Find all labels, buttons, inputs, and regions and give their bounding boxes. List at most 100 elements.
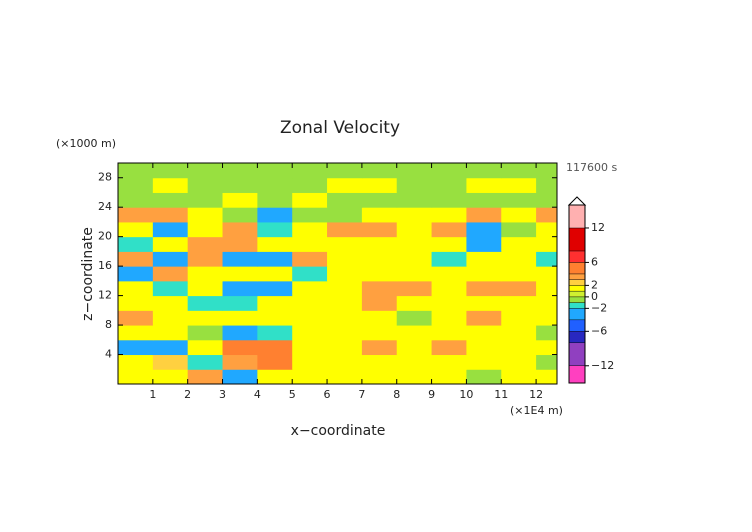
field-cell: [501, 177, 537, 193]
field-cell: [536, 251, 557, 267]
field-cell: [152, 192, 189, 208]
field-cell: [222, 339, 258, 356]
colorbar-tick-label: 2: [591, 278, 598, 291]
field-cell: [327, 207, 363, 223]
field-cell: [187, 207, 224, 223]
field-cell: [292, 339, 328, 356]
field-cell: [257, 207, 293, 223]
field-cell: [222, 221, 258, 238]
field-cell: [536, 163, 557, 179]
field-cell: [222, 236, 258, 252]
field-cell: [222, 295, 258, 311]
field-cell: [222, 207, 258, 223]
chart-title: Zonal Velocity: [280, 118, 400, 138]
y-tick-label: 28: [98, 171, 112, 184]
field-cell: [187, 221, 224, 238]
x-tick-label: 11: [494, 388, 508, 401]
colorbar-tick-label: 12: [591, 221, 605, 234]
x-tick-label: 8: [393, 388, 400, 401]
field-cell: [536, 221, 557, 238]
field-cell: [536, 236, 557, 252]
field-cell: [257, 295, 293, 311]
field-cell: [292, 266, 328, 282]
field-cell: [292, 369, 328, 384]
y-tick-label: 4: [105, 348, 112, 361]
field-cell: [327, 221, 363, 238]
colorbar-tick-label: 6: [591, 255, 598, 268]
field-cell: [118, 251, 154, 267]
field-cell: [466, 207, 502, 223]
field-cell: [257, 221, 293, 238]
field-cell: [501, 369, 537, 384]
field-cell: [431, 369, 467, 384]
field-cell: [292, 192, 328, 208]
field-cell: [187, 310, 224, 326]
colorbar-band: [568, 273, 586, 280]
field-cell: [257, 236, 293, 252]
field-cell: [257, 325, 293, 341]
y-unit: (×1000 m): [56, 137, 116, 150]
field-cell: [257, 163, 293, 179]
x-tick-label: 6: [324, 388, 331, 401]
field-cell: [118, 221, 154, 238]
field-cell: [292, 251, 328, 267]
field-cell: [501, 236, 537, 252]
field-cell: [292, 163, 328, 179]
field-cell: [536, 325, 557, 341]
field-cell: [257, 339, 293, 356]
field-cell: [396, 251, 433, 267]
colorbar-band: [568, 250, 586, 263]
field-cell: [501, 251, 537, 267]
colorbar-tick-label: −2: [591, 301, 607, 314]
field-cell: [222, 192, 258, 208]
x-tick-label: 2: [184, 388, 191, 401]
field-cell: [118, 266, 154, 282]
field-cell: [152, 207, 189, 223]
colorbar-tick-label: −12: [591, 359, 614, 372]
field-cell: [396, 325, 433, 341]
field-cell: [222, 325, 258, 341]
field-cell: [257, 310, 293, 326]
field-cell: [118, 339, 154, 356]
x-unit: (×1E4 m): [510, 404, 563, 417]
field-cell: [187, 236, 224, 252]
colorbar-band: [568, 302, 586, 309]
field-cell: [396, 280, 433, 297]
y-tick-label: 20: [98, 230, 112, 243]
field-cell: [361, 354, 398, 370]
field-cell: [118, 354, 154, 370]
field-cell: [222, 354, 258, 370]
field-cell: [257, 280, 293, 297]
field-cell: [396, 207, 433, 223]
field-cell: [152, 251, 189, 267]
colorbar-arrow: [567, 196, 587, 206]
field-cell: [466, 163, 502, 179]
field-cell: [152, 310, 189, 326]
field-cell: [536, 207, 557, 223]
field-cell: [327, 163, 363, 179]
field-cell: [466, 310, 502, 326]
field-cell: [536, 280, 557, 297]
field-cell: [187, 354, 224, 370]
field-cell: [361, 325, 398, 341]
field-cell: [396, 266, 433, 282]
field-cell: [257, 192, 293, 208]
field-cell: [501, 325, 537, 341]
field-cell: [152, 354, 189, 370]
y-tick-label: 12: [98, 289, 112, 302]
x-tick-label: 4: [254, 388, 261, 401]
field-cell: [257, 177, 293, 193]
field-cell: [292, 236, 328, 252]
plot-frame: [117, 162, 558, 385]
field-cell: [327, 177, 363, 193]
field-cell: [536, 192, 557, 208]
field-cell: [118, 207, 154, 223]
field-cell: [361, 177, 398, 193]
field-cell: [501, 295, 537, 311]
colorbar-band: [568, 204, 586, 229]
field-cell: [118, 369, 154, 384]
field-cell: [431, 325, 467, 341]
field-cell: [396, 177, 433, 193]
x-tick-label: 3: [219, 388, 226, 401]
